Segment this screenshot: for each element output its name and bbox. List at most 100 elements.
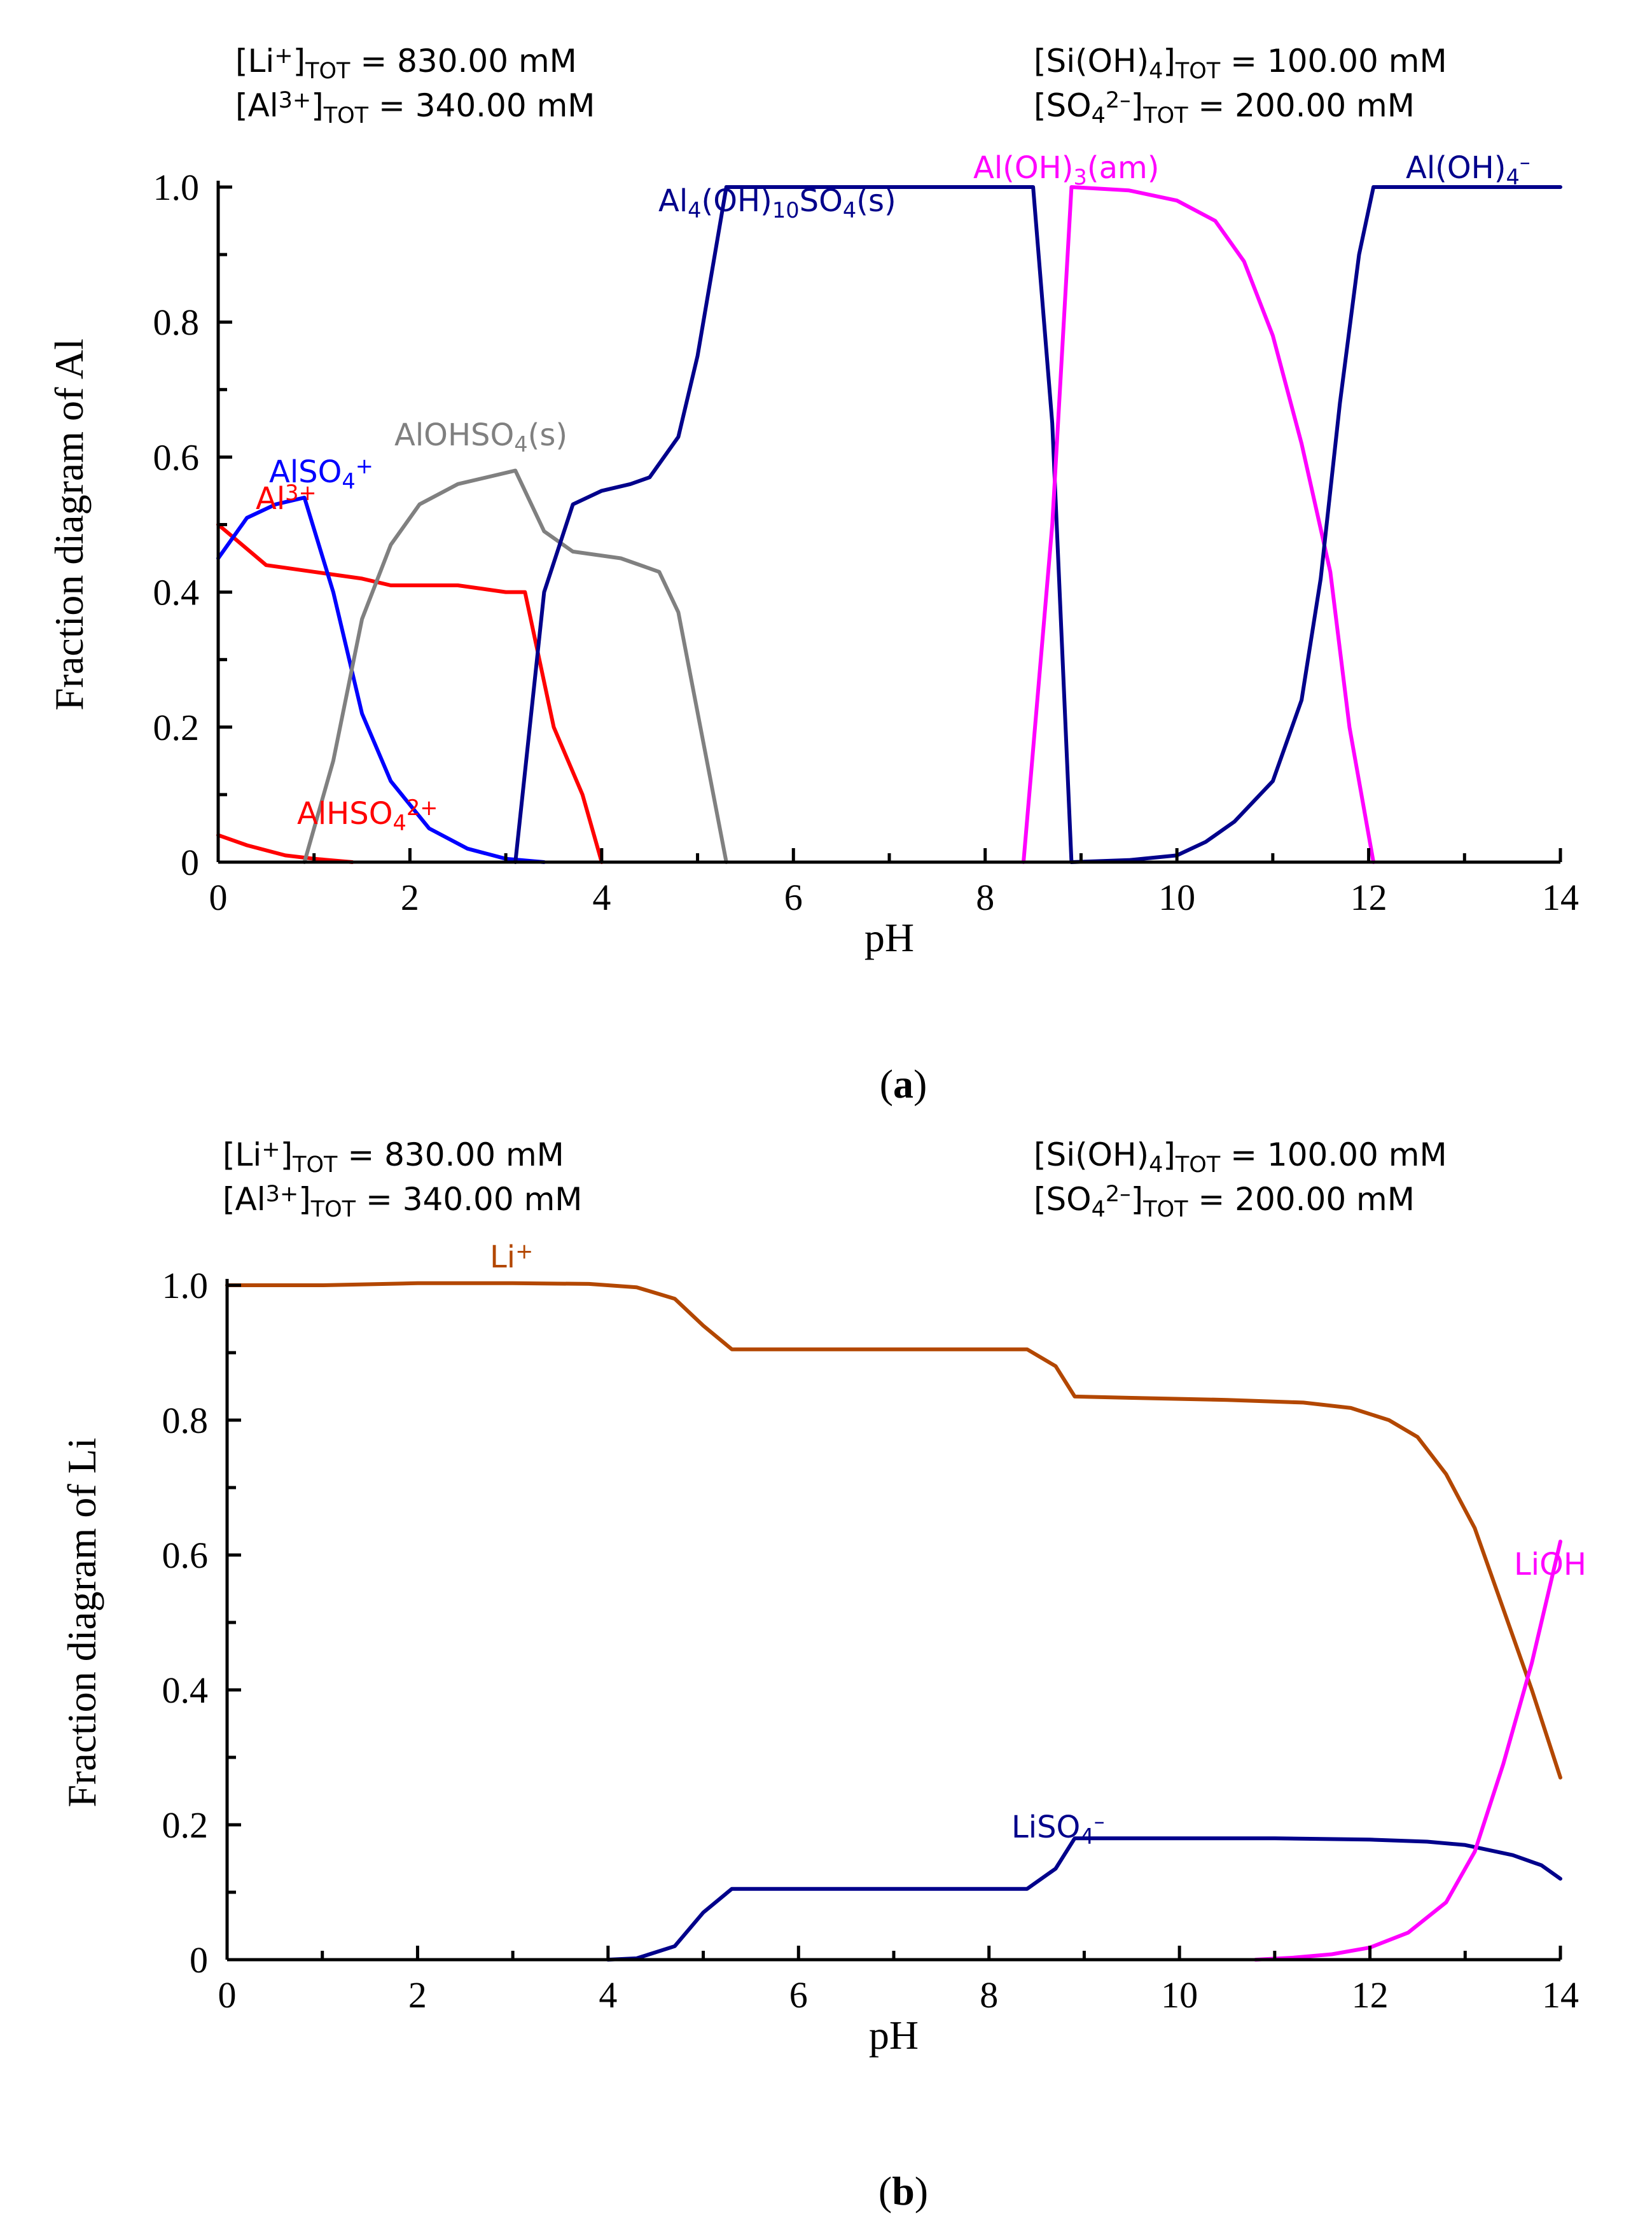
x-tick-label: 4 [592,877,611,918]
li-total-condition-close: ] [293,43,306,80]
so4-total-condition-sub1: 4 [1092,1197,1106,1222]
series-label-part: 10 [772,198,800,223]
si-total-condition-close: ] [1163,1136,1176,1173]
x-axis-title: pH [869,2012,919,2058]
series-label-lioh: LiOH [1514,1547,1586,1582]
panel-b-li-fraction-chart: [Li+]TOT = 830.00 mM[Al3+]TOT = 340.00 m… [59,1136,1586,2058]
li-total-condition-sup: + [274,43,293,69]
y-tick-label: 0.4 [153,572,200,613]
so4-total-condition-sub: TOT [1142,1197,1188,1222]
series-label-part: Al(OH) [1406,150,1506,186]
series-line-lioh [1253,1539,1562,1962]
series-label-al4-oh-10so4-s-: Al4(OH)10SO4(s) [658,183,896,223]
li-total-condition-sub: TOT [292,1152,338,1178]
x-tick-label: 14 [1542,877,1579,918]
y-axis-title: Fraction diagram of Al [46,338,92,711]
series-label-part: 3+ [285,480,317,505]
series-line-al3- [216,522,604,864]
x-tick-label: 0 [218,1974,237,2016]
y-tick-label: 0.8 [153,302,200,343]
li-total-condition: [Li+]TOT = 830.00 mM [223,1136,564,1178]
series-group [225,1281,1562,1962]
series-line-alhso42- [216,833,354,864]
al-total-condition-base: [Al [223,1181,266,1218]
si-total-condition: [Si(OH)4]TOT = 100.00 mM [1034,43,1447,84]
series-label-part: 4 [843,198,856,223]
so4-total-condition-value: = 200.00 mM [1188,87,1415,124]
series-label-part: 4 [514,432,527,457]
series-label-part: (OH) [702,183,772,219]
li-total-condition-base: [Li [235,43,274,80]
panel-a-al-fraction-chart: [Li+]TOT = 830.00 mM[Al3+]TOT = 340.00 m… [46,43,1579,960]
so4-total-condition-close: ] [1131,87,1144,124]
series-label-part: + [356,454,373,478]
series-line-li- [225,1281,1562,1780]
so4-total-condition-base: [SO [1034,1181,1092,1218]
series-label-li-: Li+ [490,1239,533,1275]
series-line-also4- [216,496,546,864]
si-total-condition-value: = 100.00 mM [1220,43,1447,80]
series-label-part: (s) [528,417,567,453]
series-group [216,185,1562,864]
al-total-condition: [Al3+]TOT = 340.00 mM [223,1181,582,1222]
series-label-also4-: AlSO4+ [269,454,373,493]
al-total-condition-sup: 3+ [266,1182,299,1207]
series-label-alohso4-s-: AlOHSO4(s) [394,417,567,457]
series-line-al-oh-3-am- [1022,185,1376,864]
si-total-condition-sub: TOT [1175,1152,1221,1178]
x-tick-label: 2 [408,1974,427,2016]
series-label-part: Li [490,1239,515,1275]
series-label-part: SO [800,183,843,219]
si-total-condition-sub: TOT [1175,59,1221,84]
x-tick-label: 6 [789,1974,808,2016]
series-label-al-oh-4-: Al(OH)4– [1406,150,1531,189]
so4-total-condition: [SO42–]TOT = 200.00 mM [1034,1181,1415,1222]
series-line-al4-oh-10so4-s- [513,185,1074,864]
series-label-part: (s) [856,183,896,219]
y-tick-label: 0 [181,842,199,883]
al-total-condition: [Al3+]TOT = 340.00 mM [235,87,595,129]
li-total-condition-value: = 830.00 mM [337,1136,564,1173]
li-total-condition: [Li+]TOT = 830.00 mM [235,43,577,84]
al-total-condition-sup: 3+ [279,88,312,113]
x-tick-label: 12 [1350,877,1387,918]
x-tick-label: 10 [1158,877,1195,918]
y-tick-label: 0.2 [162,1804,209,1846]
series-label-part: 4 [1506,165,1520,190]
series-label-part: Al [256,481,285,517]
series-line-alohso4-s- [302,468,728,864]
si-total-condition-close: ] [1163,43,1176,80]
al-total-condition-sub: TOT [310,1197,356,1222]
al-total-condition-base: [Al [235,87,279,124]
series-label-part: – [1520,150,1531,174]
al-total-condition-close: ] [298,1181,311,1218]
series-label-al3-: Al3+ [256,480,317,517]
li-total-condition-sub: TOT [305,59,351,84]
y-tick-label: 0 [190,1939,208,1981]
li-total-condition-base: [Li [223,1136,261,1173]
series-label-part: 4 [393,811,406,835]
y-tick-label: 1.0 [153,167,200,208]
si-total-condition: [Si(OH)4]TOT = 100.00 mM [1034,1136,1447,1178]
series-line-liso4- [606,1836,1562,1962]
series-label-part: AlSO [269,454,342,490]
li-total-condition-close: ] [281,1136,293,1173]
y-tick-label: 0.6 [162,1535,209,1576]
series-label-part: AlHSO [297,796,393,832]
x-tick-label: 12 [1352,1974,1389,2016]
series-label-part: – [1094,1809,1105,1834]
si-total-condition-sub1: 4 [1149,59,1163,84]
x-tick-label: 2 [401,877,419,918]
al-total-condition-value: = 340.00 mM [356,1181,582,1218]
so4-total-condition: [SO42–]TOT = 200.00 mM [1034,87,1415,129]
series-label-liso4-: LiSO4– [1011,1809,1105,1848]
series-label-part: Al [658,183,688,219]
so4-total-condition-base: [SO [1034,87,1092,124]
x-tick-label: 14 [1542,1974,1579,2016]
series-line-al-oh-4- [1069,185,1562,864]
series-label-part: 4 [342,469,355,494]
series-label-alhso42-: AlHSO42+ [297,795,438,835]
series-label-part: 4 [1080,1824,1093,1849]
series-label-part: Al(OH) [973,150,1074,186]
series-label-part: (am) [1087,150,1160,186]
